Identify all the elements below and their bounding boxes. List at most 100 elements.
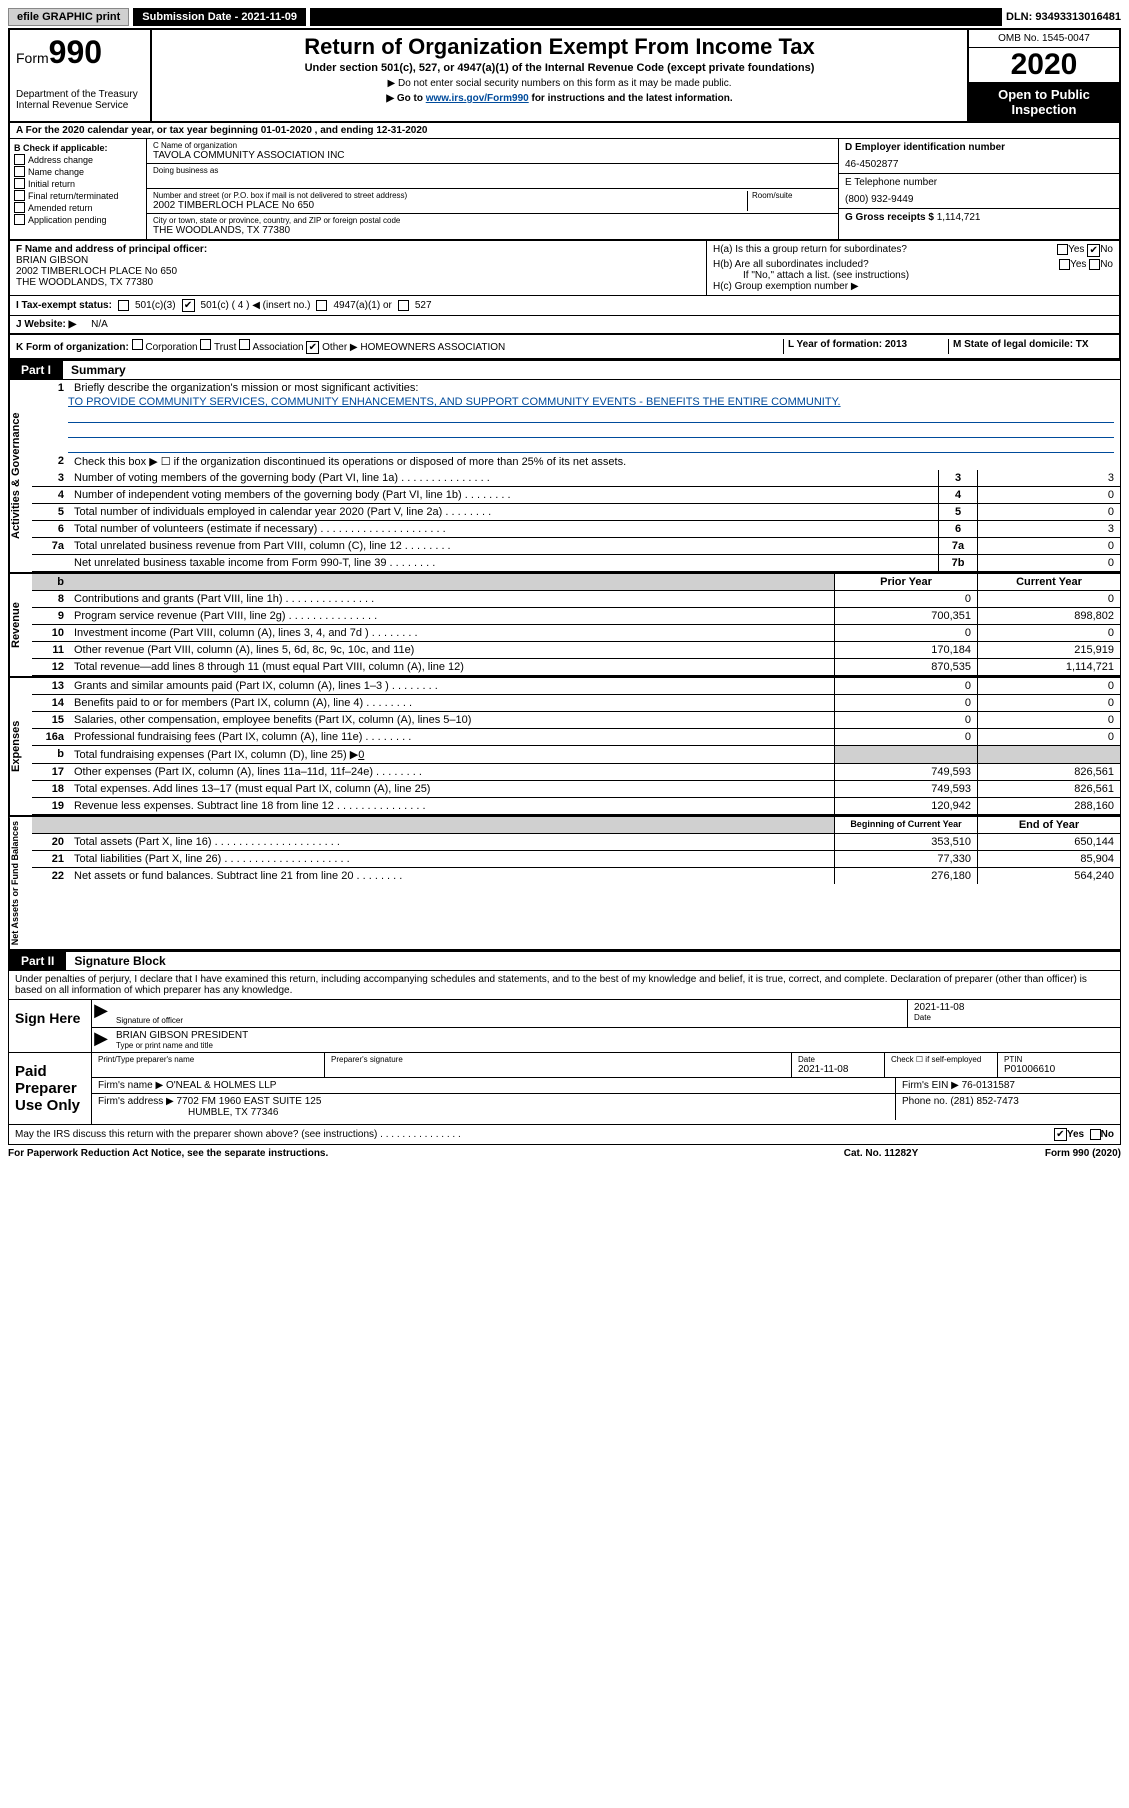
dln-label: DLN: 93493313016481 <box>1006 11 1121 23</box>
entity-block: B Check if applicable: Address change Na… <box>8 139 1121 241</box>
open-public-badge: Open to Public Inspection <box>969 83 1119 121</box>
line16a-current: 0 <box>977 729 1120 745</box>
line7b-val: 0 <box>977 555 1120 571</box>
chk-corp[interactable] <box>132 339 143 350</box>
form-title: Return of Organization Exempt From Incom… <box>160 34 959 60</box>
mission-text: TO PROVIDE COMMUNITY SERVICES, COMMUNITY… <box>68 396 1114 408</box>
discuss-yes[interactable]: ✔ <box>1054 1128 1067 1141</box>
line3-val: 3 <box>977 470 1120 486</box>
sign-here-label: Sign Here <box>9 1000 92 1052</box>
firm-addr1: 7702 FM 1960 EAST SUITE 125 <box>177 1096 322 1107</box>
discuss-no[interactable] <box>1090 1129 1101 1140</box>
city-row: City or town, state or province, country… <box>147 214 838 238</box>
firm-phone: (281) 852-7473 <box>950 1096 1018 1107</box>
line9-label: Program service revenue (Part VIII, line… <box>70 608 834 624</box>
firm-name: O'NEAL & HOLMES LLP <box>166 1080 276 1091</box>
phone-value: (800) 932-9449 <box>845 194 1113 205</box>
line8-prior: 0 <box>834 591 977 607</box>
chk-app-pending[interactable]: Application pending <box>14 214 142 225</box>
form-ver: Form 990 (2020) <box>981 1148 1121 1159</box>
hc-label: H(c) Group exemption number ▶ <box>713 281 1113 292</box>
line18-current: 826,561 <box>977 781 1120 797</box>
line16a-prior: 0 <box>834 729 977 745</box>
line12-label: Total revenue—add lines 8 through 11 (mu… <box>70 659 834 675</box>
side-net-assets: Net Assets or Fund Balances <box>9 817 32 949</box>
line14-current: 0 <box>977 695 1120 711</box>
header-mid: Return of Organization Exempt From Incom… <box>152 30 969 121</box>
check-b-column: B Check if applicable: Address change Na… <box>10 139 147 239</box>
chk-amended[interactable]: Amended return <box>14 202 142 213</box>
chk-address-change[interactable]: Address change <box>14 154 142 165</box>
org-name-row: C Name of organization TAVOLA COMMUNITY … <box>147 139 838 164</box>
line20-prior: 353,510 <box>834 834 977 850</box>
check-b-label: B Check if applicable: <box>14 143 142 153</box>
line6-val: 3 <box>977 521 1120 537</box>
chk-assoc[interactable] <box>239 339 250 350</box>
line12-current: 1,114,721 <box>977 659 1120 675</box>
side-expenses: Expenses <box>9 678 32 815</box>
chk-trust[interactable] <box>200 339 211 350</box>
note-ssn: ▶ Do not enter social security numbers o… <box>160 78 959 89</box>
line15-label: Salaries, other compensation, employee b… <box>70 712 834 728</box>
line16a-label: Professional fundraising fees (Part IX, … <box>70 729 834 745</box>
hb-no[interactable] <box>1089 259 1100 270</box>
officer-addr2: THE WOODLANDS, TX 77380 <box>16 277 700 288</box>
submission-date-button[interactable]: Submission Date - 2021-11-09 <box>133 8 306 26</box>
perjury-declaration: Under penalties of perjury, I declare th… <box>8 971 1121 1000</box>
line19-current: 288,160 <box>977 798 1120 814</box>
self-employed-check[interactable]: Check ☐ if self-employed <box>891 1055 991 1064</box>
line18-label: Total expenses. Add lines 13–17 (must eq… <box>70 781 834 797</box>
gross-receipts-row: G Gross receipts $ 1,114,721 <box>839 209 1119 239</box>
hb-yes[interactable] <box>1059 259 1070 270</box>
header-left: Form990 Department of the Treasury Inter… <box>10 30 152 121</box>
line22-current: 564,240 <box>977 868 1120 884</box>
line13-current: 0 <box>977 678 1120 694</box>
chk-4947[interactable] <box>316 300 327 311</box>
part2-title: Signature Block <box>66 952 173 970</box>
firm-ein: 76-0131587 <box>962 1080 1015 1091</box>
line16b-label: Total fundraising expenses (Part IX, col… <box>70 746 834 763</box>
line21-label: Total liabilities (Part X, line 26) <box>70 851 834 867</box>
chk-initial-return[interactable]: Initial return <box>14 178 142 189</box>
chk-501c[interactable]: ✔ <box>182 299 195 312</box>
discuss-question: May the IRS discuss this return with the… <box>15 1129 1054 1140</box>
chk-other[interactable]: ✔ <box>306 341 319 354</box>
line12-prior: 870,535 <box>834 659 977 675</box>
chk-527[interactable] <box>398 300 409 311</box>
line21-prior: 77,330 <box>834 851 977 867</box>
tax-year: 2020 <box>969 48 1119 83</box>
line13-prior: 0 <box>834 678 977 694</box>
sign-here-block: Sign Here ▶ Signature of officer 2021-11… <box>8 1000 1121 1053</box>
ha-no[interactable]: ✔ <box>1087 244 1100 257</box>
chk-name-change[interactable]: Name change <box>14 166 142 177</box>
ein-row: D Employer identification number 46-4502… <box>839 139 1119 174</box>
chk-501c3[interactable] <box>118 300 129 311</box>
line1-label: Briefly describe the organization's miss… <box>70 380 1120 396</box>
line17-current: 826,561 <box>977 764 1120 780</box>
line5-label: Total number of individuals employed in … <box>70 504 938 520</box>
phone-row: E Telephone number (800) 932-9449 <box>839 174 1119 209</box>
paid-preparer-block: Paid Preparer Use Only Print/Type prepar… <box>8 1053 1121 1125</box>
part1-net-assets: Net Assets or Fund Balances Beginning of… <box>8 815 1121 951</box>
entity-right-column: D Employer identification number 46-4502… <box>839 139 1119 239</box>
chk-final-return[interactable]: Final return/terminated <box>14 190 142 201</box>
ha-yes[interactable] <box>1057 244 1068 255</box>
efile-button[interactable]: efile GRAPHIC print <box>8 8 129 26</box>
part1-title: Summary <box>63 361 134 379</box>
top-toolbar: efile GRAPHIC print Submission Date - 20… <box>8 8 1121 26</box>
ha-label: H(a) Is this a group return for subordin… <box>713 244 1057 257</box>
line9-current: 898,802 <box>977 608 1120 624</box>
line22-prior: 276,180 <box>834 868 977 884</box>
other-value: HOMEOWNERS ASSOCIATION <box>360 342 505 353</box>
line17-label: Other expenses (Part IX, column (A), lin… <box>70 764 834 780</box>
side-revenue: Revenue <box>9 574 32 676</box>
irs-link[interactable]: www.irs.gov/Form990 <box>426 93 529 104</box>
pra-notice: For Paperwork Reduction Act Notice, see … <box>8 1148 781 1159</box>
room-suite-label: Room/suite <box>752 191 832 200</box>
officer-addr1: 2002 TIMBERLOCH PLACE No 650 <box>16 266 700 277</box>
prep-date: 2021-11-08 <box>798 1064 878 1075</box>
note-link: ▶ Go to www.irs.gov/Form990 for instruct… <box>160 93 959 104</box>
row-a-tax-year: A For the 2020 calendar year, or tax yea… <box>8 123 1121 139</box>
part2-header: Part II Signature Block <box>8 951 1121 971</box>
firm-addr2: HUMBLE, TX 77346 <box>188 1107 889 1118</box>
